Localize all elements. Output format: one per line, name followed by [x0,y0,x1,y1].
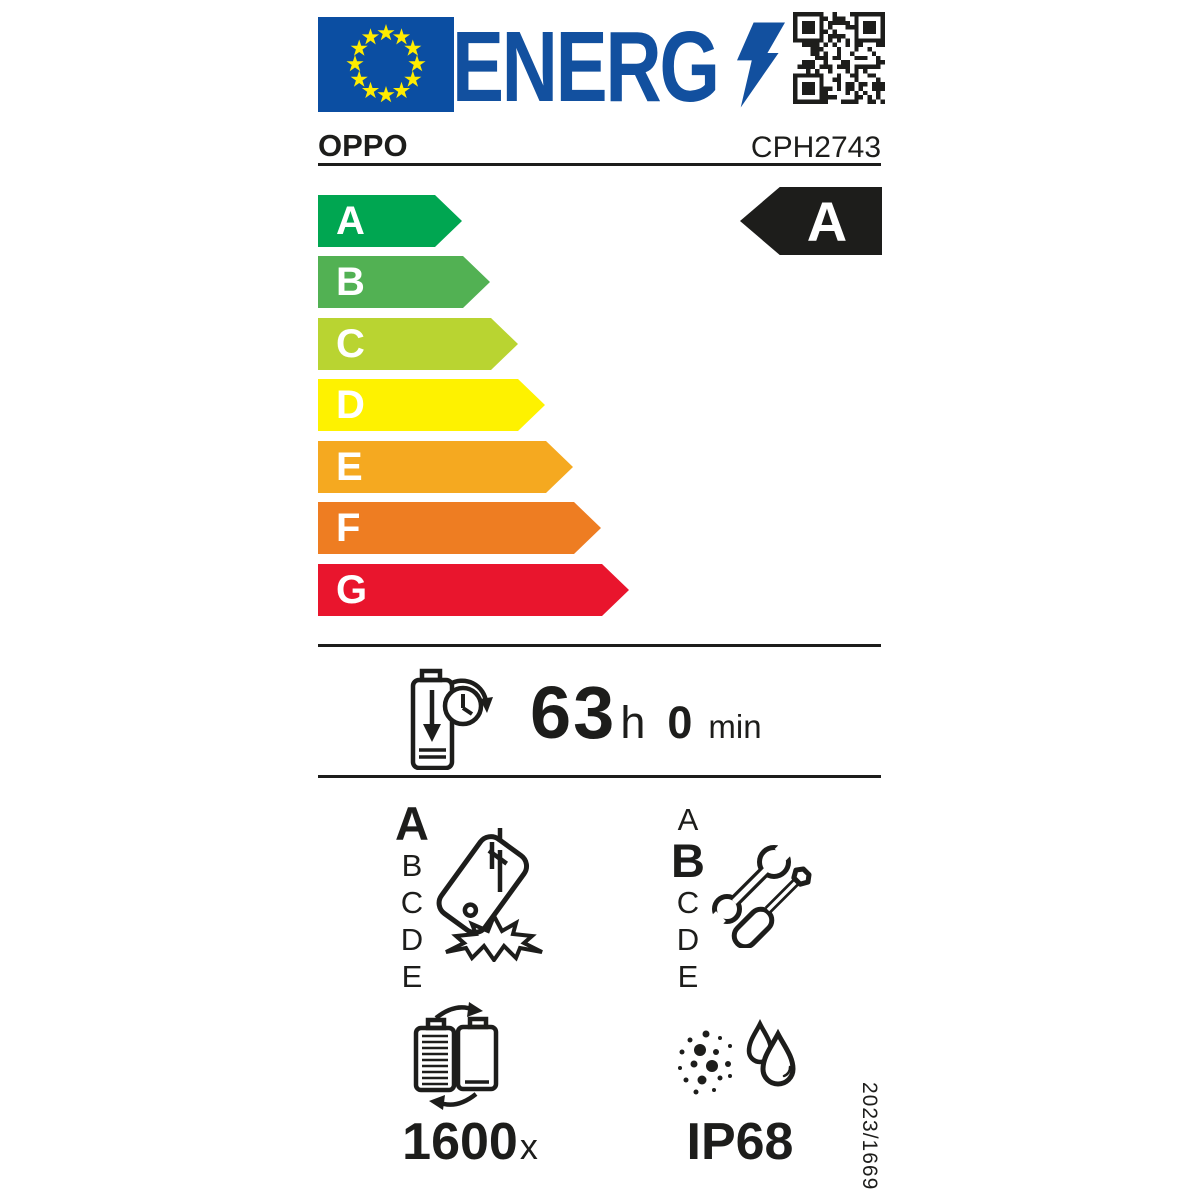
energy-class-bar-f: F [318,502,601,554]
divider [318,163,881,166]
repair-class-e: E [677,959,699,994]
energy-class-letter: C [336,322,365,366]
energy-class-letter: F [336,506,361,550]
endurance-hours: 63 [530,671,617,754]
repair-class-b: B [671,834,705,887]
energy-class-letter: D [336,383,365,427]
energy-class-bar-c: C [318,318,518,370]
drop-class-c: C [400,885,424,920]
dust-water-icon [678,1018,796,1095]
drop-class-b: B [401,848,423,883]
energy-class-bar-g: G [318,564,629,616]
energy-class-letter: A [336,199,365,243]
repairability-scale: A B C D E [665,801,711,995]
rated-energy-class-letter: A [806,190,848,253]
drop-resistance-scale: A B C D E [389,797,435,995]
regulation-number: 2023/1669 [858,1082,881,1191]
repair-class-c: C [676,885,700,920]
wrench-screwdriver-icon [706,837,812,948]
energy-class-letter: E [336,445,363,489]
endurance-hours-unit: h [620,697,646,748]
battery-endurance-icon [410,668,493,770]
repair-class-a: A [677,802,699,837]
energy-class-bar-a: A [318,195,462,247]
endurance-minutes-unit: min [708,708,762,745]
cycles-unit: x [519,1126,538,1167]
energ-logo-text: ENERG [452,11,720,123]
repair-class-d: D [676,922,700,957]
energy-class-letter: B [336,260,365,304]
ip-rating: IP68 [686,1113,794,1171]
drop-class-a: A [395,797,429,850]
battery-endurance-value: 63h 0 min [530,670,762,755]
drop-class-d: D [400,922,424,957]
drop-class-e: E [401,959,423,994]
cycles-number: 1600 [402,1113,518,1171]
divider [318,775,881,778]
endurance-minutes: 0 [667,697,693,748]
energy-class-bar-b: B [318,256,490,308]
divider [318,644,881,647]
qr-code [793,12,885,104]
eu-flag-icon [318,17,454,112]
energy-class-letter: G [336,568,368,612]
energy-class-bar-d: D [318,379,545,431]
lightning-bolt-icon [737,22,785,108]
model-identifier: CPH2743 [750,131,881,164]
phone-drop-icon [436,828,543,962]
energy-class-bar-e: E [318,441,573,493]
brand-name: OPPO [318,128,408,163]
battery-cycles-value: 1600x [380,1112,560,1172]
battery-cycles-icon [413,1002,499,1110]
rated-energy-class-arrow: A [740,187,882,255]
